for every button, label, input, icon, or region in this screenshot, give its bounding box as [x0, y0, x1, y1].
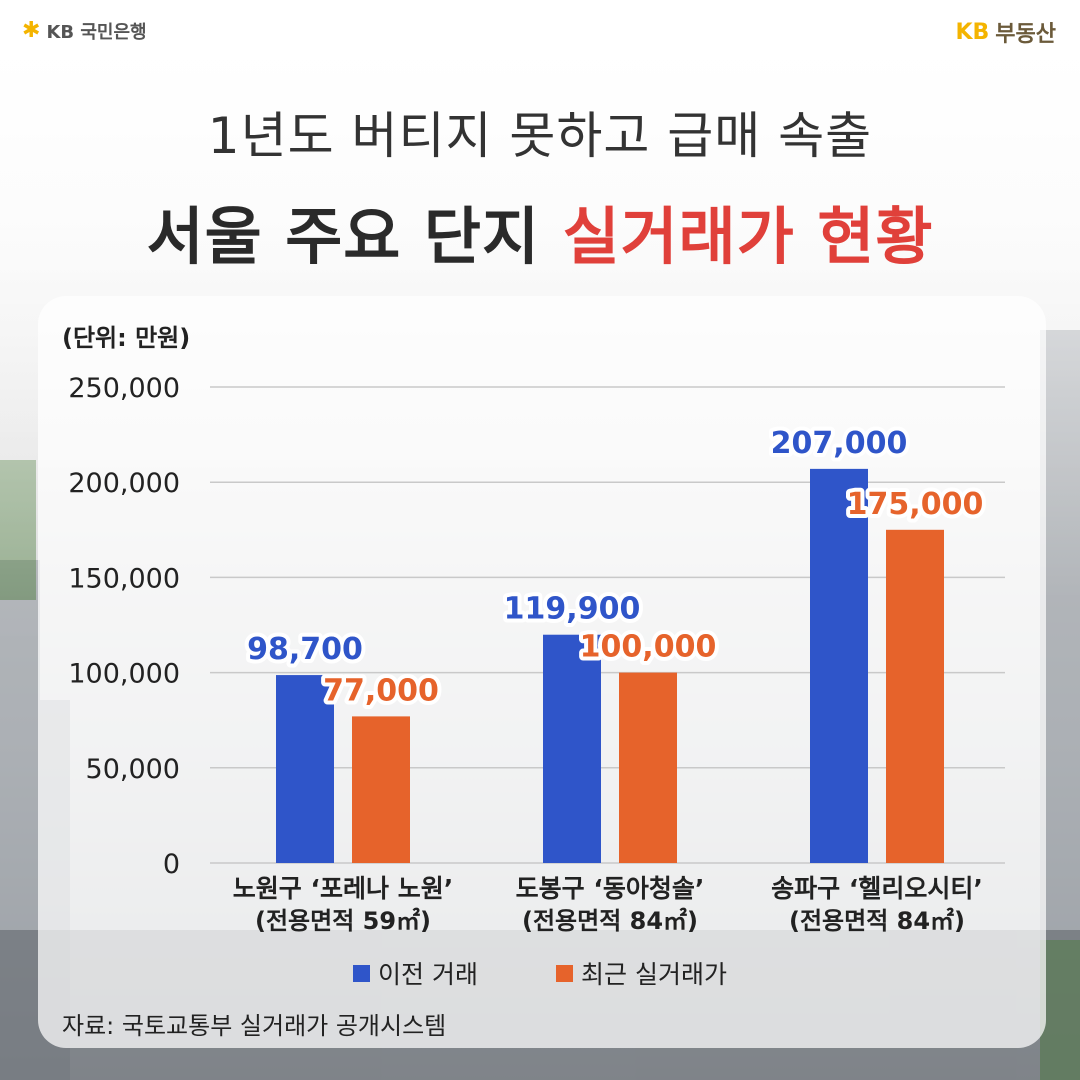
data-label-outline: 175,000 [847, 487, 984, 522]
x-category-label: 송파구 ‘헬리오시티’ [771, 874, 983, 903]
x-category-label: 도봉구 ‘동아청솔’ [516, 874, 705, 903]
data-label-outline: 119,900 [504, 592, 641, 627]
legend-label-previous: 이전 거래 [378, 960, 478, 989]
source-note: 자료: 국토교통부 실거래가 공개시스템 [62, 1012, 447, 1040]
unit-label: (단위: 만원) [62, 324, 191, 352]
bar [619, 672, 677, 863]
x-category-sublabel: (전용면적 84㎡) [789, 907, 965, 935]
legend-label-recent: 최근 실거래가 [581, 960, 727, 989]
kb-bank-logo: ✱ KB 국민은행 [22, 18, 147, 44]
page-subtitle: 1년도 버티지 못하고 급매 속출 [207, 107, 873, 165]
bar [276, 675, 334, 863]
kb-realestate-logo: KB 부동산 [955, 16, 1056, 48]
kb-star-icon: ✱ [22, 18, 41, 43]
kb-realestate-logo-text: 부동산 [995, 22, 1056, 47]
legend-swatch-recent [556, 964, 573, 982]
data-label: 175,000 [847, 487, 984, 522]
y-tick-label: 250,000 [68, 373, 180, 404]
x-category-label: 노원구 ‘포레나 노원’ [233, 874, 453, 903]
bar [886, 529, 944, 863]
data-label: 119,900 [504, 592, 641, 627]
data-label-outline: 100,000 [580, 630, 717, 665]
legend-item-previous: 이전 거래 [353, 955, 478, 991]
data-label-outline: 77,000 [323, 673, 439, 708]
y-tick-label: 100,000 [68, 659, 180, 690]
y-tick-label: 200,000 [68, 468, 180, 499]
x-category-sublabel: (전용면적 59㎡) [255, 907, 431, 935]
bar [543, 634, 601, 863]
legend-item-recent: 최근 실거래가 [556, 955, 727, 991]
data-label: 100,000 [580, 630, 717, 665]
page-title-plain: 서울 주요 단지 [146, 200, 563, 273]
y-tick-label: 0 [163, 849, 180, 880]
page-title: 서울 주요 단지 실거래가 현황 [0, 186, 1080, 276]
data-label: 98,700 [247, 632, 363, 667]
data-label: 207,000 [771, 426, 908, 461]
data-label: 77,000 [323, 673, 439, 708]
kb-bank-logo-text: KB 국민은행 [46, 22, 147, 43]
y-tick-label: 50,000 [86, 754, 180, 785]
data-label-outline: 98,700 [247, 632, 363, 667]
bar [810, 468, 868, 863]
kb-logo-mark: KB [955, 19, 990, 45]
y-tick-label: 150,000 [68, 563, 180, 594]
bar [352, 716, 410, 863]
legend-swatch-previous [353, 964, 371, 982]
page-title-accent: 실거래가 현황 [562, 200, 934, 273]
x-category-sublabel: (전용면적 84㎡) [522, 907, 698, 935]
chart-legend: 이전 거래 최근 실거래가 [0, 955, 1080, 991]
data-label-outline: 207,000 [771, 426, 908, 461]
